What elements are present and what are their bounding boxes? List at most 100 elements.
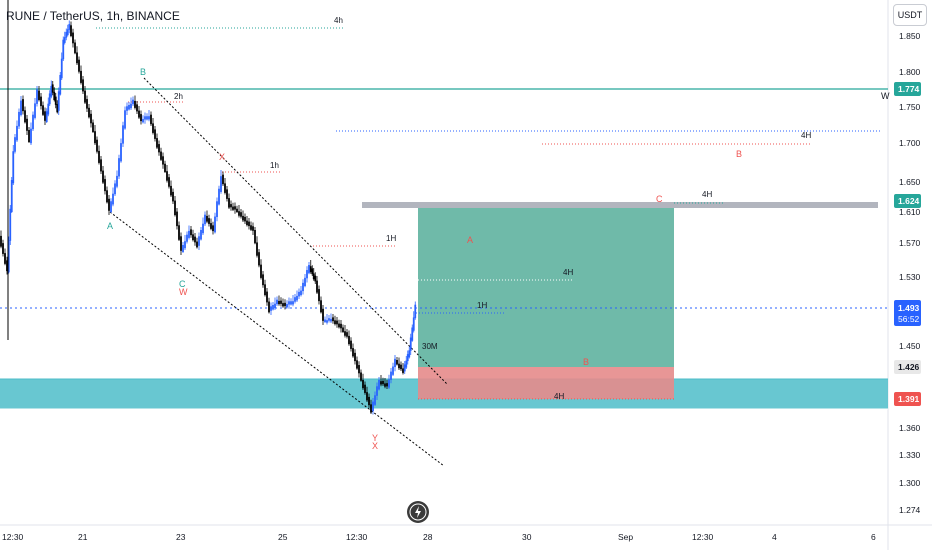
candle-body [382, 380, 384, 385]
candle-body [38, 90, 40, 101]
price-tick: 1.360 [899, 423, 921, 433]
candle-body [0, 235, 2, 247]
candle-body [26, 118, 28, 131]
candle-body [136, 104, 138, 112]
price-badge-label: 1.426 [898, 362, 920, 372]
candle-body [178, 225, 180, 240]
candle-body [226, 189, 228, 199]
candle-body [242, 215, 244, 221]
wave-label: B [583, 357, 589, 367]
annotation-label: 1H [477, 301, 487, 310]
candle-body [56, 104, 59, 113]
price-badge-current [894, 300, 921, 326]
candle-body [396, 360, 398, 365]
candle-body [186, 234, 188, 242]
candle-body [248, 221, 250, 227]
candle-body [53, 91, 56, 101]
candle-body [403, 364, 406, 372]
candle-body [344, 331, 346, 336]
candle-body [68, 24, 71, 30]
candle-body [2, 243, 4, 254]
candle-body [198, 236, 200, 246]
candle-body [114, 183, 116, 195]
annotation-label: 4H [554, 392, 564, 401]
time-tick: 28 [423, 532, 433, 542]
candle-body [362, 379, 364, 389]
candle-body [60, 58, 63, 79]
candle-body [88, 107, 90, 118]
candle-body [98, 150, 100, 163]
candle-body [132, 99, 134, 105]
candle-body [260, 264, 262, 278]
candle-body [108, 198, 110, 211]
price-badge-1774 [894, 82, 921, 96]
price-badge-1391 [894, 392, 921, 406]
time-tick: 21 [78, 532, 88, 542]
candle-body [156, 138, 158, 148]
time-tick: 4 [772, 532, 777, 542]
candle-body [130, 103, 132, 109]
candle-body [208, 218, 210, 224]
price-tick: 1.450 [899, 341, 921, 351]
currency-button[interactable]: USDT [893, 4, 927, 26]
candle-body [94, 131, 96, 144]
candle-body [202, 223, 204, 234]
candle-body [45, 111, 48, 122]
candle-body [4, 253, 6, 264]
candle-body [150, 114, 152, 125]
candle-body [48, 93, 51, 105]
annotation-label: 4H [702, 190, 712, 199]
candle-body [356, 360, 358, 369]
price-badge-label: 1.493 [898, 303, 920, 313]
candle-body [16, 125, 18, 141]
candle-body [292, 301, 294, 305]
candle-body [24, 110, 26, 123]
candle-body [51, 84, 54, 93]
long-position-profit[interactable] [418, 203, 674, 367]
candle-body [80, 70, 82, 83]
time-tick: 12:30 [692, 532, 714, 542]
candle-body [386, 383, 388, 387]
candle-body [112, 193, 114, 205]
lightning-bolt-icon[interactable] [407, 501, 429, 523]
price-badge-label: 1.391 [898, 394, 920, 404]
candle-body [372, 401, 374, 412]
candle-body [338, 323, 340, 328]
candle-body [100, 159, 102, 172]
candle-body [214, 216, 216, 233]
price-tick: 1.274 [899, 505, 921, 515]
price-tick: 1.800 [899, 67, 921, 77]
time-tick: 12:30 [346, 532, 368, 542]
candle-body [168, 177, 170, 187]
candle-body [59, 75, 62, 95]
candle-body [140, 114, 142, 122]
candle-body [354, 352, 356, 362]
candle-body [320, 300, 322, 313]
candle-body [302, 282, 304, 292]
candle-body [264, 284, 266, 296]
candle-body [188, 230, 190, 238]
symbol-title[interactable]: RUNE / TetherUS, 1h, BINANCE [6, 9, 180, 23]
countdown-label: 56:52 [898, 314, 920, 324]
candle-body [210, 223, 212, 229]
wave-label: W [179, 287, 188, 297]
candle-body [57, 91, 60, 111]
candle-body [144, 116, 146, 120]
candle-body [47, 103, 50, 115]
time-tick: 23 [176, 532, 186, 542]
candle-body [106, 190, 108, 203]
price-tick: 1.570 [899, 238, 921, 248]
candle-body [176, 211, 178, 227]
channel-lower [109, 211, 445, 467]
wave-label: W [881, 91, 890, 101]
price-tick: 1.650 [899, 177, 921, 187]
candle-body [406, 354, 409, 362]
long-position-loss[interactable] [418, 367, 674, 399]
candle-body [196, 241, 198, 248]
candle-body [328, 318, 330, 321]
candle-body [14, 137, 16, 152]
candle-body [314, 275, 317, 282]
candle-body [180, 236, 182, 251]
candle-body [268, 301, 270, 313]
